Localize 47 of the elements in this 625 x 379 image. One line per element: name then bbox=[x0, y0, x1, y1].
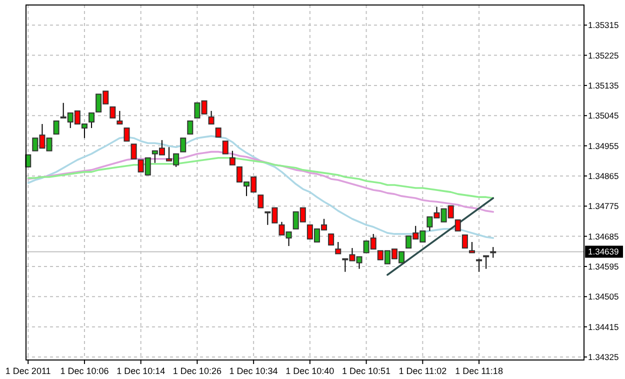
candlestick bbox=[110, 106, 116, 118]
y-tick-label: 1.34325 bbox=[588, 352, 619, 362]
candlestick bbox=[476, 258, 482, 272]
candlestick bbox=[328, 233, 334, 246]
x-tick-label: 1 Dec 10:06 bbox=[60, 366, 109, 376]
y-tick-label: 1.35225 bbox=[588, 50, 619, 60]
x-tick-label: 1 Dec 10:26 bbox=[172, 366, 222, 376]
y-tick-label: 1.34415 bbox=[588, 322, 619, 332]
candlestick bbox=[124, 128, 130, 142]
candlestick bbox=[229, 150, 236, 166]
x-tick-label: 1 Dec 11:18 bbox=[455, 366, 503, 376]
y-tick-label: 1.34865 bbox=[588, 170, 619, 181]
y-tick-label: 1.34505 bbox=[588, 292, 619, 302]
ref-line-label: 1.34639 bbox=[588, 246, 619, 257]
line-series bbox=[27, 150, 494, 213]
candlestick bbox=[454, 219, 461, 232]
y-tick-label: 1.35315 bbox=[588, 20, 619, 30]
candlestick bbox=[215, 128, 222, 138]
y-tick-label: 1.34685 bbox=[588, 231, 619, 242]
candlestick bbox=[490, 246, 496, 258]
candlestick bbox=[25, 154, 32, 168]
candlestick bbox=[462, 234, 468, 249]
candlestick bbox=[483, 255, 490, 270]
line-series bbox=[27, 135, 494, 239]
y-tick-label: 1.34595 bbox=[588, 261, 619, 272]
y-tick-label: 1.35045 bbox=[588, 110, 619, 121]
x-tick-label: 1 Dec 2011 bbox=[5, 366, 51, 376]
candlestick bbox=[468, 242, 475, 254]
x-tick-label: 1 Dec 11:02 bbox=[398, 366, 447, 376]
candlestick bbox=[130, 144, 137, 160]
y-tick-label: 1.34775 bbox=[588, 201, 619, 212]
candlestick bbox=[116, 110, 123, 125]
candlestick bbox=[335, 242, 342, 254]
candlestick bbox=[53, 120, 60, 135]
x-tick-label: 1 Dec 10:51 bbox=[342, 366, 391, 376]
line-series bbox=[27, 156, 494, 199]
x-tick-label: 1 Dec 10:34 bbox=[229, 366, 278, 376]
candlestick bbox=[180, 138, 186, 152]
candlestick bbox=[88, 112, 95, 129]
y-tick-label: 1.35135 bbox=[588, 80, 619, 90]
x-tick-label: 1 Dec 10:40 bbox=[286, 366, 334, 376]
candlestick bbox=[208, 110, 214, 125]
x-tick-label: 1 Dec 10:14 bbox=[116, 366, 166, 376]
candlestick bbox=[222, 140, 228, 154]
candlestick bbox=[258, 194, 264, 208]
candlestick bbox=[187, 120, 194, 135]
y-tick-label: 1.34955 bbox=[588, 140, 619, 151]
